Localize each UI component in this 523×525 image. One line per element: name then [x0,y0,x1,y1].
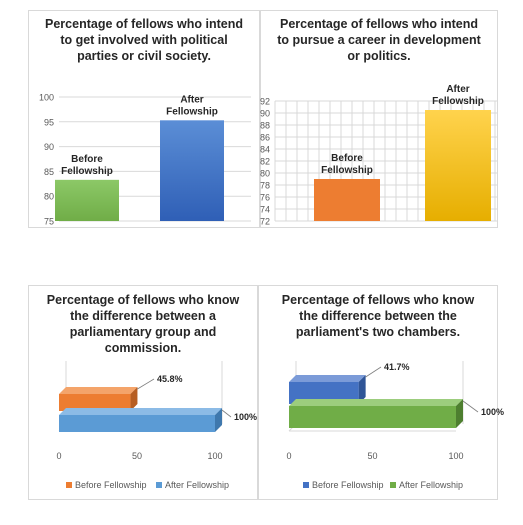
leader-line [462,400,479,413]
y-tick-label: 84 [260,145,270,155]
leader-line [137,378,155,390]
chart-political-parties: 75 80 85 90 95 100 Before Fellowship After Fellow… [39,93,251,227]
bar-top [59,408,222,415]
y-tick-label: 92 [260,97,270,107]
bar-top [289,375,366,382]
bar-after [425,110,491,221]
bar-after [160,120,224,221]
legend-swatch [303,482,309,488]
x-tick-label: 100 [207,451,222,461]
data-label: 100% [481,407,504,417]
y-tick-label: 74 [260,205,270,215]
legend-swatch [156,482,162,488]
chart-title: Percentage of fellows who intend to purs… [277,17,481,63]
bar-before [55,179,119,221]
bar-label: Before Fellowship [61,154,113,177]
bar-label: After Fellowship [432,84,484,107]
chart-title: Percentage of fellows who know the diffe… [281,293,475,339]
x-tick-label: 0 [56,451,61,461]
y-tick-label: 100 [39,93,54,103]
legend-label: Before Fellowship [75,480,147,490]
chart-panel-career-development: Percentage of fellows who intend to purs… [260,10,498,228]
bar-after [59,415,215,432]
y-tick-label: 90 [44,142,54,152]
chart-parliamentary-group: 0 50 100 45.8% 100% Before Fellowship After Fe… [56,361,257,490]
y-tick-label: 95 [44,117,54,127]
data-label: 100% [234,412,257,422]
legend-label: Before Fellowship [312,480,384,490]
bar-side [130,387,138,411]
y-tick-label: 82 [260,157,270,167]
y-tick-label: 80 [44,192,54,202]
legend-swatch [66,482,72,488]
bar-after [289,406,456,428]
chart-panel-parliamentary-group: Percentage of fellows who know the diffe… [28,285,258,500]
chart-career-development: 72 74 76 78 80 82 84 86 88 90 92 Before Fellowship Af… [260,84,497,227]
leader-line [221,409,232,418]
y-tick-label: 72 [260,217,270,227]
y-tick-label: 75 [44,217,54,227]
chart-panel-two-chambers: Percentage of fellows who know the diffe… [258,285,504,500]
chart-panel-political-parties: Percentage of fellows who intend to get … [28,10,260,228]
chart-title: Percentage of fellows who intend to get … [45,17,243,63]
y-tick-label: 85 [44,167,54,177]
x-tick-label: 50 [367,451,377,461]
data-label: 41.7% [384,362,410,372]
bar-side [358,375,366,404]
y-tick-label: 80 [260,169,270,179]
bar-before [314,179,380,221]
bar-side [215,408,222,432]
bar-before [59,394,131,411]
y-tick-label: 78 [260,181,270,191]
leader-line [365,366,382,378]
x-tick-label: 50 [132,451,142,461]
x-tick-label: 100 [448,451,463,461]
bar-top [289,399,463,406]
bar-side [456,399,463,428]
bar-top [59,387,138,394]
chart-title: Percentage of fellows who know the diffe… [46,293,240,355]
legend-swatch [390,482,396,488]
y-tick-label: 88 [260,121,270,131]
bar-label: After Fellowship [166,94,218,117]
y-tick-label: 86 [260,133,270,143]
chart-two-chambers: 0 50 100 41.7% 100% Before Fellowship After Fe… [286,361,504,490]
x-tick-label: 0 [286,451,291,461]
legend-label: After Fellowship [399,480,463,490]
y-tick-label: 90 [260,109,270,119]
bar-before [289,382,359,404]
data-label: 45.8% [157,374,183,384]
legend-label: After Fellowship [165,480,229,490]
bar-label: Before Fellowship [321,153,373,176]
y-tick-label: 76 [260,193,270,203]
